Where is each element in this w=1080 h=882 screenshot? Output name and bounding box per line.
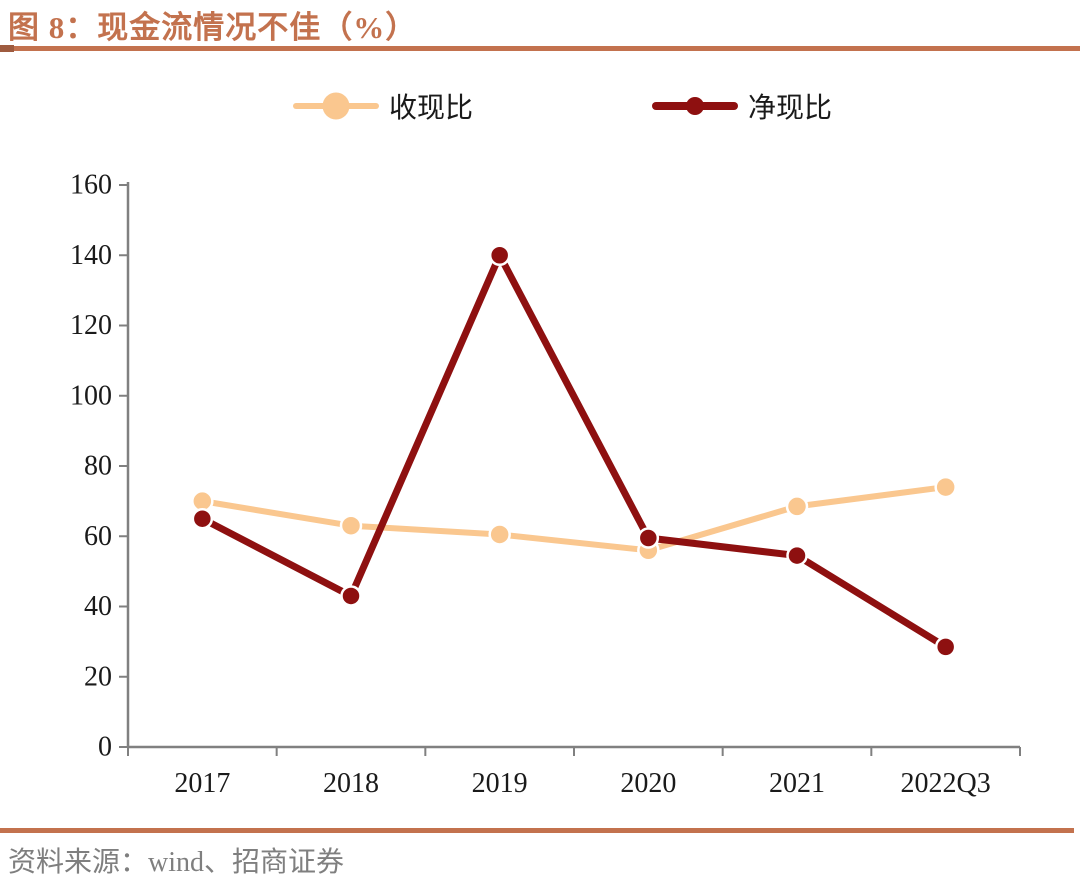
x-category-label: 2022Q3 xyxy=(901,768,991,799)
legend-item-shouxianbi: 收现比 xyxy=(293,86,473,126)
legend-label: 净现比 xyxy=(748,93,833,124)
x-category-label: 2021 xyxy=(769,768,825,799)
chart-legend: 收现比 净现比 xyxy=(0,86,1080,124)
y-tick-label: 120 xyxy=(70,310,112,341)
y-tick-label: 0 xyxy=(98,732,112,763)
legend-item-jingxianbi: 净现比 xyxy=(652,86,832,126)
y-tick-label: 40 xyxy=(84,591,112,622)
legend-marker-line-dark xyxy=(652,97,738,115)
legend-label: 收现比 xyxy=(389,93,474,124)
x-category-label: 2020 xyxy=(620,768,676,799)
data-point-s0-2021 xyxy=(785,495,809,518)
data-point-s1-2021 xyxy=(786,544,808,567)
data-point-s0-2018 xyxy=(339,514,363,537)
data-point-s1-2020 xyxy=(637,527,660,549)
series-line-0 xyxy=(199,484,949,554)
y-tick-label: 160 xyxy=(70,170,112,201)
y-tick-label: 80 xyxy=(84,451,112,482)
footer-divider xyxy=(0,828,1074,833)
x-category-label: 2018 xyxy=(323,768,379,799)
source-note: 资料来源：wind、招商证券 xyxy=(8,847,345,878)
line-chart: 0 20 40 60 80 100 120 140 160 2017 2018 2019 2020 202… xyxy=(70,170,1021,799)
data-point-s1-2022Q3 xyxy=(934,636,957,658)
y-tick-label: 100 xyxy=(70,380,112,411)
legend-marker-dot-light xyxy=(322,92,350,120)
legend-marker-line-light xyxy=(293,92,379,120)
x-category-label: 2019 xyxy=(472,768,528,799)
legend-marker-dot-dark xyxy=(686,97,704,115)
title-divider-cap xyxy=(0,45,14,52)
x-category-label: 2017 xyxy=(174,768,230,799)
y-tick-label: 60 xyxy=(84,521,112,552)
y-tick-label: 140 xyxy=(70,240,112,271)
series-line-1 xyxy=(198,251,950,651)
data-point-s1-2018 xyxy=(340,585,362,607)
data-point-s0-2022Q3 xyxy=(934,475,957,499)
figure-title: 图 8：现金流情况不佳（%） xyxy=(8,10,418,45)
title-divider xyxy=(0,45,1080,52)
data-point-s0-2019 xyxy=(488,523,511,546)
data-point-s1-2017 xyxy=(191,507,214,530)
data-point-s1-2019 xyxy=(488,244,511,266)
y-tick-label: 20 xyxy=(84,661,112,692)
